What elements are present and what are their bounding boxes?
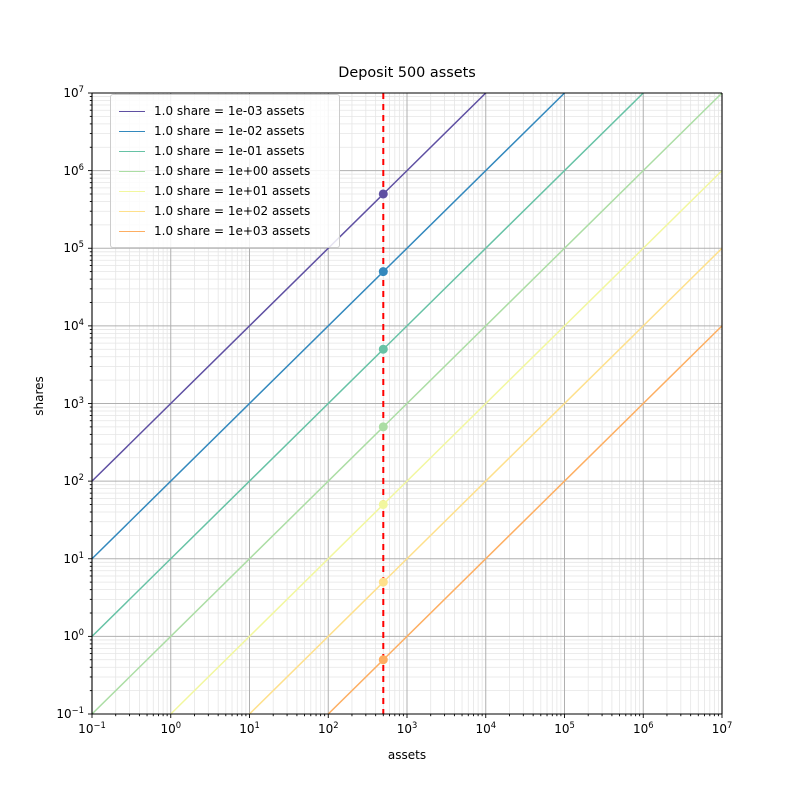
legend[interactable]: 1.0 share = 1e-03 assets 1.0 share = 1e-0… <box>110 94 340 248</box>
page-title: Deposit 500 assets <box>338 65 476 81</box>
legend-swatch-icon <box>119 210 145 212</box>
marker-point-5 <box>378 577 388 587</box>
series-line-3 <box>91 92 723 715</box>
marker-point-6 <box>378 655 388 665</box>
legend-item[interactable]: 1.0 share = 1e+01 assets <box>119 181 331 201</box>
legend-item[interactable]: 1.0 share = 1e-02 assets <box>119 121 331 141</box>
series-line-0 <box>91 92 487 482</box>
series-line-1 <box>91 92 566 560</box>
series-line-2 <box>91 92 644 637</box>
marker-point-3 <box>378 422 388 432</box>
x-tick-label: 101 <box>239 720 260 736</box>
legend-item[interactable]: 1.0 share = 1e-01 assets <box>119 141 331 161</box>
y-tick-label: 107 <box>63 84 84 100</box>
legend-swatch-icon <box>119 170 145 172</box>
legend-label: 1.0 share = 1e+01 assets <box>154 184 311 198</box>
x-tick-label: 106 <box>632 720 654 736</box>
y-tick-label: 10−1 <box>56 705 84 721</box>
x-axis-label: assets <box>387 748 427 762</box>
legend-swatch-icon <box>119 110 145 112</box>
y-tick-label: 102 <box>63 472 84 489</box>
x-tick-label: 103 <box>396 720 418 736</box>
legend-swatch-icon <box>119 230 145 232</box>
x-tick-label: 107 <box>711 720 733 736</box>
series-lines <box>91 92 723 715</box>
legend-item[interactable]: 1.0 share = 1e+03 assets <box>119 221 331 241</box>
series-line-5 <box>248 247 723 715</box>
x-tick-label: 102 <box>317 720 339 736</box>
y-tick-label: 100 <box>63 627 84 644</box>
legend-label: 1.0 share = 1e+00 assets <box>154 164 311 178</box>
x-tick-label: 105 <box>554 720 575 736</box>
legend-swatch-icon <box>119 130 145 132</box>
marker-point-4 <box>378 499 388 509</box>
y-tick-label: 106 <box>63 161 84 178</box>
marker-point-2 <box>378 344 388 354</box>
series-line-6 <box>327 325 723 715</box>
y-tick-label: 101 <box>63 549 84 566</box>
legend-item[interactable]: 1.0 share = 1e+02 assets <box>119 201 331 221</box>
legend-swatch-icon <box>119 150 145 152</box>
marker-point-0 <box>378 189 388 199</box>
legend-item[interactable]: 1.0 share = 1e+00 assets <box>119 161 331 181</box>
y-tick-label: 105 <box>63 239 84 256</box>
marker-point-1 <box>378 267 388 277</box>
x-tick-label: 100 <box>160 720 182 736</box>
legend-swatch-icon <box>119 190 145 192</box>
x-tick-label: 10−1 <box>78 720 106 736</box>
legend-label: 1.0 share = 1e+02 assets <box>154 204 311 218</box>
legend-label: 1.0 share = 1e-03 assets <box>154 104 305 118</box>
series-line-4 <box>170 170 723 715</box>
tick-marks <box>88 92 723 718</box>
x-tick-label: 104 <box>475 720 497 736</box>
legend-label: 1.0 share = 1e-02 assets <box>154 124 305 138</box>
y-tick-label: 104 <box>63 316 84 333</box>
legend-label: 1.0 share = 1e-01 assets <box>154 144 305 158</box>
y-tick-label: 103 <box>63 394 84 411</box>
series-markers <box>378 189 388 665</box>
legend-label: 1.0 share = 1e+03 assets <box>154 224 311 238</box>
legend-item[interactable]: 1.0 share = 1e-03 assets <box>119 101 331 121</box>
